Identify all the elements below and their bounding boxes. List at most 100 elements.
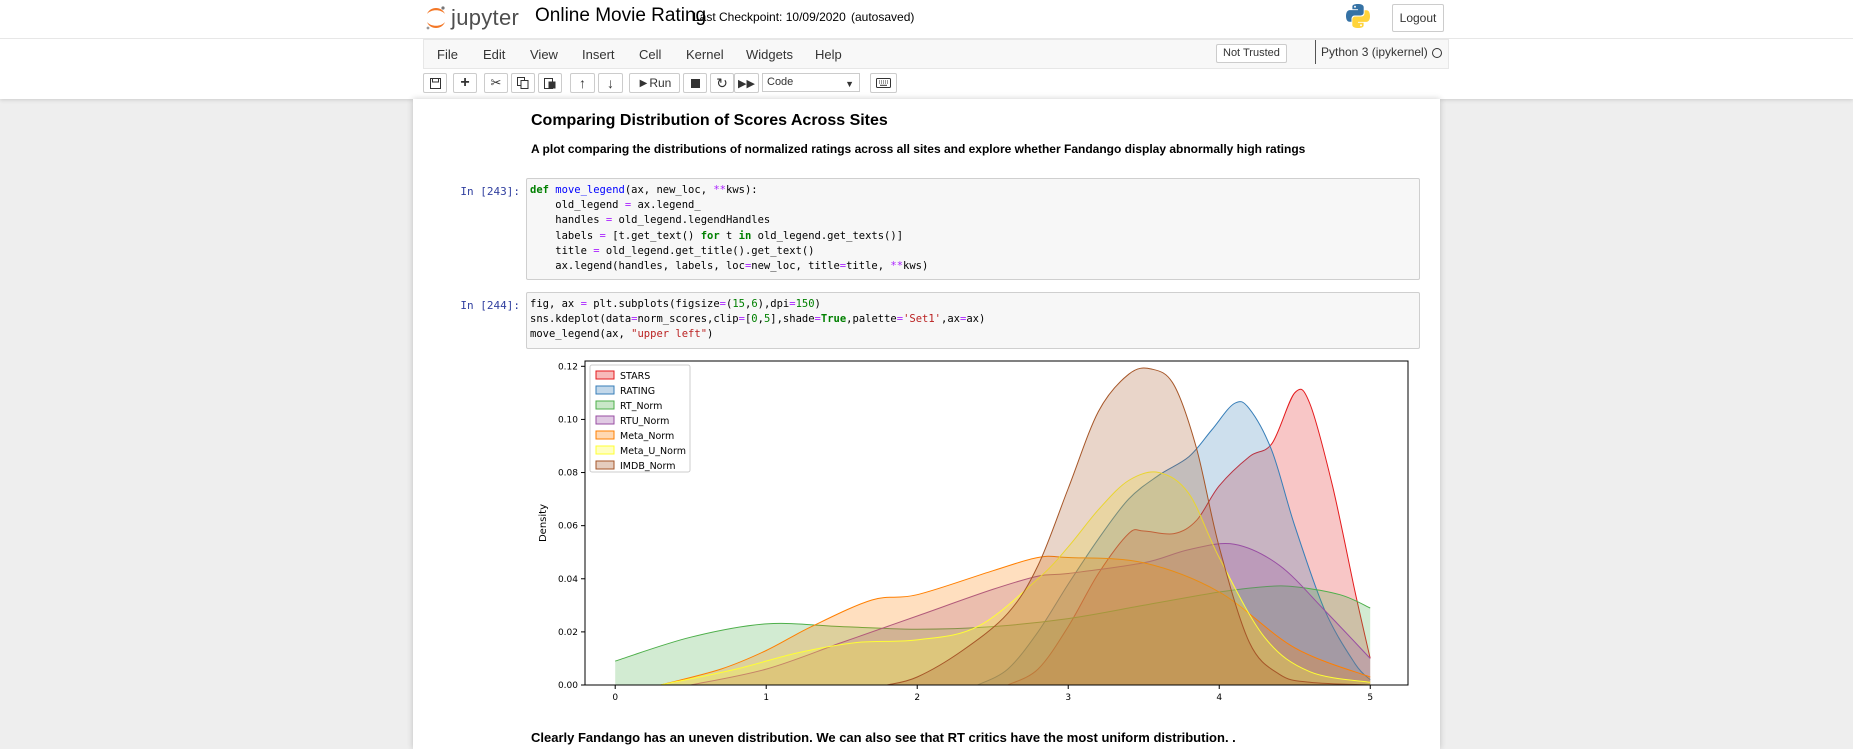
save-button[interactable]: [423, 73, 447, 93]
run-label: Run: [649, 76, 672, 90]
density-line-meta-u-norm: [660, 471, 1371, 686]
cell-prompt: In [243]:: [460, 185, 520, 198]
jupyter-logo[interactable]: jupyter: [425, 3, 519, 33]
code-cell-kdeplot[interactable]: fig, ax = plt.subplots(figsize=(15,6),dp…: [526, 292, 1420, 349]
paste-button[interactable]: [538, 73, 562, 93]
logout-button[interactable]: Logout: [1392, 4, 1444, 32]
cell-prompt: In [244]:: [460, 299, 520, 312]
code-line: def move_legend(ax, new_loc, **kws):: [530, 184, 758, 196]
legend-label: STARS: [620, 371, 650, 382]
stop-icon: [690, 78, 700, 88]
markdown-description: A plot comparing the distributions of no…: [531, 142, 1306, 156]
y-tick-label: 0.04: [558, 575, 578, 585]
density-line-meta-norm: [660, 555, 1371, 686]
density-area-meta-norm: [660, 556, 1371, 685]
density-area-rating: [977, 401, 1371, 685]
restart-run-all-button[interactable]: ▶▶: [734, 73, 759, 93]
arrow-down-icon: ↓: [607, 75, 614, 91]
notebook-title[interactable]: Online Movie Rating: [535, 5, 707, 26]
cut-button[interactable]: ✂: [484, 73, 508, 93]
x-tick-label: 3: [1065, 693, 1071, 703]
run-button[interactable]: ▶ Run: [629, 73, 680, 93]
chevron-down-icon: ▼: [845, 79, 854, 89]
menu-insert[interactable]: Insert: [582, 47, 615, 62]
density-line-rating: [977, 401, 1371, 686]
y-axis-label: Density: [538, 504, 549, 542]
legend-label: Meta_U_Norm: [620, 446, 686, 457]
code-line: labels = [t.get_text() for t in old_lege…: [530, 229, 904, 242]
legend-swatch: [595, 415, 615, 425]
interrupt-button[interactable]: [683, 73, 707, 93]
density-area-imdb-norm: [887, 367, 1371, 685]
code-line: old_legend = ax.legend_: [530, 199, 701, 212]
y-tick-label: 0.08: [558, 469, 578, 479]
legend-label: Meta_Norm: [620, 431, 674, 442]
x-tick-label: 0: [612, 693, 618, 703]
menu-file[interactable]: File: [437, 47, 458, 62]
menu-bar: File Edit View Insert Cell Kernel Widget…: [423, 39, 1449, 69]
density-area-stars: [1007, 389, 1371, 685]
density-line-rtu-norm: [690, 543, 1371, 686]
autosave-status: (autosaved): [851, 10, 915, 24]
code-line: handles = old_legend.legendHandles: [530, 214, 771, 227]
command-palette-button[interactable]: [870, 73, 897, 93]
kernel-status-icon: [1432, 48, 1442, 58]
checkpoint-status: Last Checkpoint: 10/09/2020: [693, 10, 846, 24]
y-tick-label: 0.02: [558, 628, 578, 638]
copy-icon: [517, 77, 529, 89]
code-line: fig, ax = plt.subplots(figsize=(15,6),dp…: [530, 298, 821, 310]
legend-swatch: [595, 385, 615, 395]
y-tick-label: 0.12: [558, 362, 578, 372]
arrow-up-icon: ↑: [579, 75, 586, 91]
header: jupyter Online Movie Rating Last Checkpo…: [0, 0, 1853, 99]
legend-label: RT_Norm: [620, 401, 662, 412]
chart-legend: STARS RATING RT_Norm RTU_Norm Meta_Norm Meta_…: [589, 364, 691, 473]
plus-icon: +: [460, 74, 470, 91]
top-bar: jupyter Online Movie Rating Last Checkpo…: [0, 0, 1853, 39]
plot-frame: [584, 360, 1409, 686]
density-area-rtu-norm: [690, 543, 1371, 685]
legend-label: RATING: [620, 386, 655, 397]
markdown-conclusion: Clearly Fandango has an uneven distribut…: [531, 730, 1236, 745]
x-axis: 0 1 2 3 4 5: [612, 685, 1373, 703]
add-cell-button[interactable]: +: [453, 73, 477, 93]
cell-type-select[interactable]: Code ▼: [762, 73, 860, 92]
play-icon: ▶: [639, 77, 648, 89]
code-cell-move-legend[interactable]: def move_legend(ax, new_loc, **kws): old…: [526, 178, 1420, 280]
menu-view[interactable]: View: [530, 47, 558, 62]
menu-kernel[interactable]: Kernel: [686, 47, 724, 62]
density-area-meta-u-norm: [660, 471, 1371, 685]
code-line: title = old_legend.get_title().get_text(…: [530, 244, 815, 257]
kernel-indicator[interactable]: Python 3 (ipykernel): [1315, 40, 1428, 64]
menu-cell[interactable]: Cell: [639, 47, 662, 62]
legend-swatch: [595, 400, 615, 410]
menu-edit[interactable]: Edit: [483, 47, 506, 62]
python-icon: [1346, 4, 1370, 28]
menu-help[interactable]: Help: [815, 47, 842, 62]
legend-swatch: [595, 430, 615, 440]
legend-frame: [589, 364, 691, 473]
fast-forward-icon: ▶▶: [738, 77, 755, 90]
y-tick-label: 0.00: [558, 681, 578, 691]
move-up-button[interactable]: ↑: [570, 73, 595, 93]
legend-swatch: [595, 460, 615, 470]
copy-button[interactable]: [511, 73, 535, 93]
legend-label: IMDB_Norm: [620, 461, 676, 472]
y-tick-label: 0.06: [558, 522, 578, 532]
scissors-icon: ✂: [490, 75, 502, 90]
jupyter-icon: [426, 6, 445, 30]
paste-icon: [544, 78, 556, 89]
move-down-button[interactable]: ↓: [598, 73, 623, 93]
trust-badge[interactable]: Not Trusted: [1216, 44, 1287, 63]
menu-widgets[interactable]: Widgets: [746, 47, 793, 62]
legend-label: RTU_Norm: [620, 416, 669, 427]
code-line: sns.kdeplot(data=norm_scores,clip=[0,5],…: [530, 313, 986, 326]
jupyter-logo-text: jupyter: [451, 5, 520, 30]
y-axis: 0.00 0.02 0.04 0.06 0.08 0.10 0.12: [558, 362, 585, 691]
density-line-imdb-norm: [886, 367, 1371, 686]
y-tick-label: 0.10: [558, 415, 578, 425]
code-line: ax.legend(handles, labels, loc=new_loc, …: [530, 260, 929, 273]
cell-type-value: Code: [767, 76, 794, 88]
restart-button[interactable]: ↻: [710, 73, 734, 93]
markdown-heading: Comparing Distribution of Scores Across …: [531, 112, 888, 129]
